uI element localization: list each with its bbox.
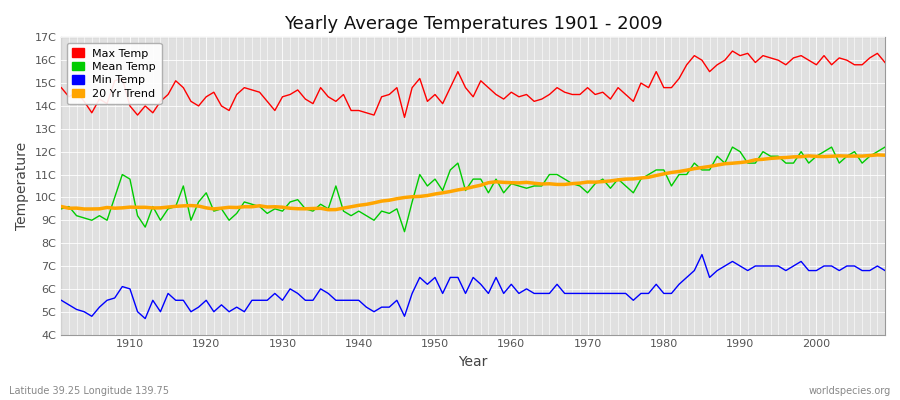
Y-axis label: Temperature: Temperature (15, 142, 29, 230)
Text: worldspecies.org: worldspecies.org (809, 386, 891, 396)
Text: Latitude 39.25 Longitude 139.75: Latitude 39.25 Longitude 139.75 (9, 386, 169, 396)
Legend: Max Temp, Mean Temp, Min Temp, 20 Yr Trend: Max Temp, Mean Temp, Min Temp, 20 Yr Tre… (67, 43, 162, 104)
X-axis label: Year: Year (458, 355, 488, 369)
Title: Yearly Average Temperatures 1901 - 2009: Yearly Average Temperatures 1901 - 2009 (284, 15, 662, 33)
